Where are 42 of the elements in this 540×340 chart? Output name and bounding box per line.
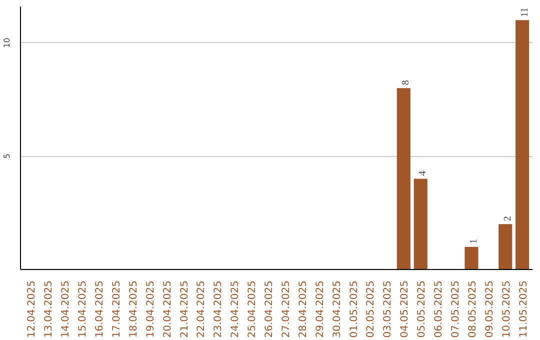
x-tick-label: 13.04.2025 [44,280,55,338]
x-tick-label: 04.05.2025 [400,280,411,338]
x-tick-label: 05.05.2025 [416,280,428,338]
x-tick-label: 09.05.2025 [484,280,496,338]
data-label: 1 [468,238,480,244]
x-tick-label: 25.04.2025 [247,280,258,338]
y-tick-label: 10 [2,38,12,48]
x-tick-label: 24.04.2025 [230,280,242,338]
x-tick-label: 21.04.2025 [179,280,190,338]
bar [516,20,530,270]
bar [498,224,512,270]
data-label: 11 [519,7,530,18]
x-tick-label: 03.05.2025 [382,280,394,338]
x-tick-label: 08.05.2025 [467,280,478,338]
bar [396,88,410,270]
data-label: 8 [400,80,412,86]
x-tick-label: 20.04.2025 [162,280,174,338]
x-tick-label: 28.04.2025 [298,280,309,338]
x-tick-label: 26.04.2025 [264,280,276,338]
bar [414,178,428,270]
x-tick-label: 19.04.2025 [145,280,156,338]
x-tick-label: 10.05.2025 [501,280,512,338]
x-tick-label: 16.04.2025 [94,280,106,338]
data-label: 4 [418,170,429,176]
x-tick-label: 22.04.2025 [196,280,208,338]
bar [464,246,478,270]
x-tick-label: 15.04.2025 [78,280,89,338]
x-tick-label: 06.05.2025 [434,280,445,338]
y-tick-label: 5 [2,154,12,159]
x-tick-label: 17.04.2025 [111,280,122,338]
x-tick-label: 12.04.2025 [26,280,38,338]
data-label: 2 [502,216,514,222]
x-tick-label: 29.04.2025 [314,280,326,338]
x-tick-label: 11.05.2025 [518,280,530,338]
x-tick-label: 23.04.2025 [213,280,224,338]
x-tick-label: 02.05.2025 [366,280,377,338]
x-tick-label: 14.04.2025 [60,280,72,338]
x-tick-label: 27.04.2025 [280,280,292,338]
x-tick-label: 18.04.2025 [128,280,140,338]
x-tick-label: 01.05.2025 [348,280,360,338]
x-tick-label: 07.05.2025 [450,280,462,338]
x-tick-label: 30.04.2025 [332,280,343,338]
